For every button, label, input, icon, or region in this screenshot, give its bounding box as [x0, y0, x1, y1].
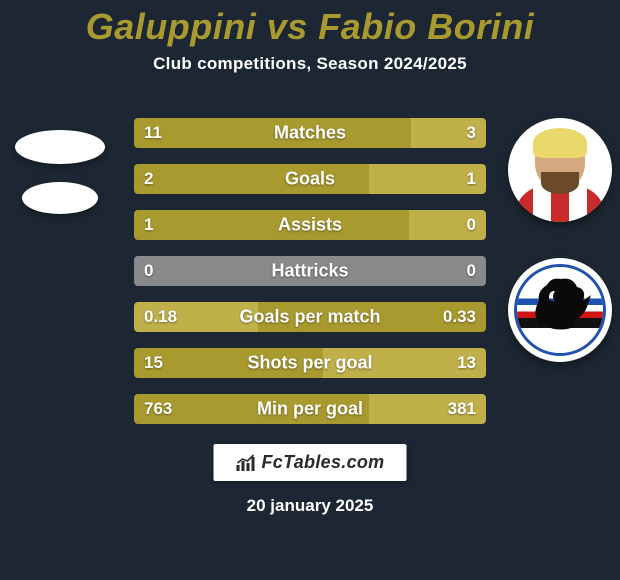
stat-bar-right: [409, 210, 486, 240]
stat-bar-right: [323, 348, 486, 378]
player-right-avatar: [508, 118, 612, 222]
stat-row: Goals21: [134, 164, 486, 194]
player-left-crest-placeholder: [22, 182, 98, 214]
stat-bar-left: [134, 118, 411, 148]
stat-bar-right: [310, 256, 486, 286]
stat-bar-right: [369, 164, 486, 194]
stat-bar-right: [411, 118, 486, 148]
stat-row: Matches113: [134, 118, 486, 148]
stat-row: Shots per goal1513: [134, 348, 486, 378]
stat-bar-left: [134, 302, 258, 332]
brand-badge: FcTables.com: [214, 444, 407, 481]
stat-row: Goals per match0.180.33: [134, 302, 486, 332]
brand-text: FcTables.com: [262, 452, 385, 473]
comparison-chart: Matches113 Goals21 Assists10 Hattricks00 Goa…: [134, 118, 486, 440]
page-title: Galuppini vs Fabio Borini: [0, 6, 620, 48]
player-left-avatar-placeholder: [15, 130, 105, 164]
player-right-column: [508, 118, 612, 362]
stat-bar-left: [134, 256, 310, 286]
stat-bar-right: [369, 394, 486, 424]
page-subtitle: Club competitions, Season 2024/2025: [0, 54, 620, 74]
sampdoria-sailor-icon: [527, 271, 593, 333]
comparison-card: Galuppini vs Fabio Borini Club competiti…: [0, 0, 620, 580]
date-text: 20 january 2025: [0, 496, 620, 516]
player-right-photo: [508, 118, 612, 222]
stat-bar-left: [134, 210, 409, 240]
player-right-club-crest: [508, 258, 612, 362]
bar-chart-icon: [236, 454, 256, 472]
stat-bar-left: [134, 394, 369, 424]
stat-row: Assists10: [134, 210, 486, 240]
stat-bar-left: [134, 348, 323, 378]
stat-bar-right: [258, 302, 486, 332]
stat-row: Hattricks00: [134, 256, 486, 286]
stat-bar-left: [134, 164, 369, 194]
stat-row: Min per goal763381: [134, 394, 486, 424]
